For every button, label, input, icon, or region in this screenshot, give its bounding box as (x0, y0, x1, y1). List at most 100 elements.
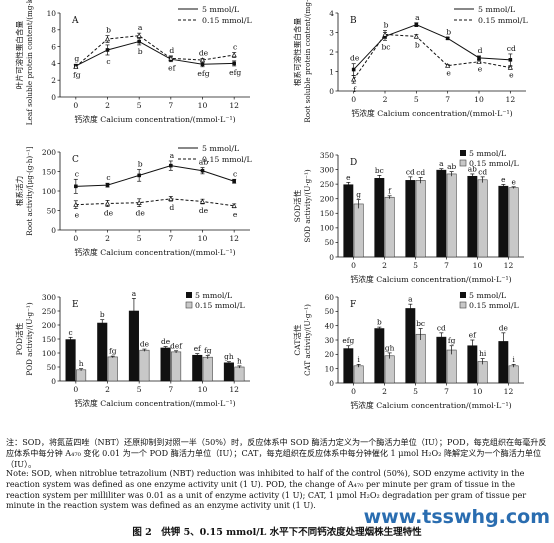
x-tick-label: 0 (351, 95, 356, 104)
legend-label-0.15mmol: 0.15 mmol/L (202, 16, 252, 25)
legend-label-5mmol: 5 mmol/L (469, 291, 506, 300)
x-tick-label: 2 (382, 261, 387, 270)
x-tick-label: 10 (473, 387, 483, 396)
bar-5mmol (374, 178, 385, 258)
data-point (137, 173, 141, 178)
series-line-0.15mmol (75, 198, 235, 207)
y-tick-label: 100 (320, 224, 334, 233)
y-axis-label-cn: POD活性 (14, 322, 24, 355)
y-tick-label: 60 (325, 293, 335, 302)
significance-letter: c (233, 169, 237, 178)
significance-letter: de (135, 209, 145, 218)
data-point (445, 62, 451, 68)
x-tick-label: 10 (198, 234, 208, 243)
y-tick-label: 2 (329, 48, 334, 57)
y-tick-label: 0 (51, 226, 56, 235)
data-point (232, 179, 236, 184)
x-axis-label: 钙浓度 Calcium concentration/(mmol·L⁻¹) (74, 114, 235, 124)
bar-0.15mmol (202, 356, 213, 382)
panel-a: 0 2 4 6 8 10 0 2 5 7 10 12 A 钙浓度 Calcium concentratio… (14, 0, 252, 125)
bar-0.15mmol (234, 366, 245, 382)
significance-letter: g (356, 190, 361, 199)
bar-0.15mmol (171, 351, 182, 382)
x-tick-label: 5 (137, 101, 142, 110)
bar-0.15mmol (446, 173, 457, 258)
y-tick-label: 10 (47, 9, 57, 18)
y-tick-label: 50 (325, 238, 335, 247)
data-point (200, 62, 205, 67)
significance-letter: de (140, 340, 149, 349)
y-axis-label-cn: 根系活力 (14, 176, 24, 206)
significance-letter: a (439, 159, 444, 168)
y-tick-label: 250 (42, 307, 56, 316)
significance-letter: d (169, 203, 174, 212)
bar-5mmol (436, 169, 447, 258)
bar-5mmol (405, 308, 416, 384)
x-tick-label: 7 (445, 95, 450, 104)
data-point (445, 36, 450, 41)
data-point (105, 48, 110, 52)
y-tick-label: 50 (325, 307, 335, 316)
significance-letter: e (233, 210, 238, 219)
data-point (73, 201, 79, 207)
data-point (413, 33, 419, 39)
legend-label-5mmol: 5 mmol/L (478, 5, 515, 14)
bar-0.15mmol (384, 196, 395, 258)
series-line-5mmol (353, 24, 511, 70)
y-tick-label: 30 (325, 336, 335, 345)
significance-letter: c (233, 42, 237, 51)
bar-0.15mmol (76, 369, 87, 382)
significance-letter: bc (381, 42, 390, 51)
x-tick-label: 12 (505, 95, 515, 104)
panel-c: 0 50 100 150 200 0 2 5 7 10 12 C 钙浓度 Calcium concent… (14, 144, 252, 257)
data-point (351, 76, 357, 82)
y-axis-label-cn: SOD活性 (292, 189, 302, 222)
significance-letter: d (478, 46, 483, 55)
legend-label-0.15mmol: 0.15 mmol/L (478, 16, 528, 25)
significance-letter: f (353, 85, 357, 94)
legend-label-5mmol: 5 mmol/L (469, 149, 506, 158)
x-tick-label: 12 (229, 385, 239, 394)
y-axis-label-cn: 根系可溶性蛋白含量 (292, 17, 302, 86)
legend-label-0.15mmol: 0.15 mmol/L (469, 159, 519, 168)
panel-d: 0 50 100 150 200 250 300 350 0 2 5 7 10 12 D 钙浓度 Calciu… (292, 149, 524, 284)
significance-letter: fg (204, 346, 212, 355)
significance-letter: ef (194, 344, 202, 353)
significance-letter: g (74, 54, 79, 63)
watermark: www.tsswhg.com (363, 506, 550, 528)
significance-letter: i (512, 355, 515, 364)
y-tick-label: 150 (320, 209, 334, 218)
bar-5mmol (498, 185, 509, 258)
bar-5mmol (343, 348, 354, 384)
x-tick-label: 7 (168, 234, 173, 243)
significance-letter: b (106, 26, 111, 35)
panel-letter: A (71, 16, 79, 26)
data-point (477, 56, 481, 60)
data-point (168, 196, 174, 201)
bar-5mmol (223, 362, 234, 382)
bar-5mmol (343, 184, 354, 258)
data-point (73, 64, 79, 69)
y-tick-label: 150 (42, 167, 56, 176)
data-point (136, 199, 142, 205)
y-tick-label: 0 (329, 379, 334, 388)
significance-letter: a (132, 289, 137, 298)
significance-letter: de (161, 337, 170, 346)
bar-0.15mmol (353, 203, 364, 258)
x-axis-label: 钙浓度 Calcium concentration/(mmol·L⁻¹) (350, 274, 511, 284)
bar-5mmol (374, 328, 385, 384)
y-tick-label: 50 (47, 363, 57, 372)
bar-5mmol (65, 339, 76, 382)
legend-label-0.15mmol: 0.15 mmol/L (202, 155, 252, 164)
data-point (231, 52, 237, 58)
x-axis-label: 钙浓度 Calcium concentration/(mmol·L⁻¹) (350, 400, 511, 410)
significance-letter: c (69, 328, 73, 337)
y-tick-label: 100 (42, 349, 56, 358)
significance-letter: fg (448, 336, 456, 345)
significance-letter: cd (416, 168, 425, 177)
y-tick-label: 300 (320, 165, 334, 174)
panel-letter: E (72, 300, 79, 310)
significance-letter: b (415, 40, 420, 49)
x-tick-label: 0 (351, 261, 356, 270)
